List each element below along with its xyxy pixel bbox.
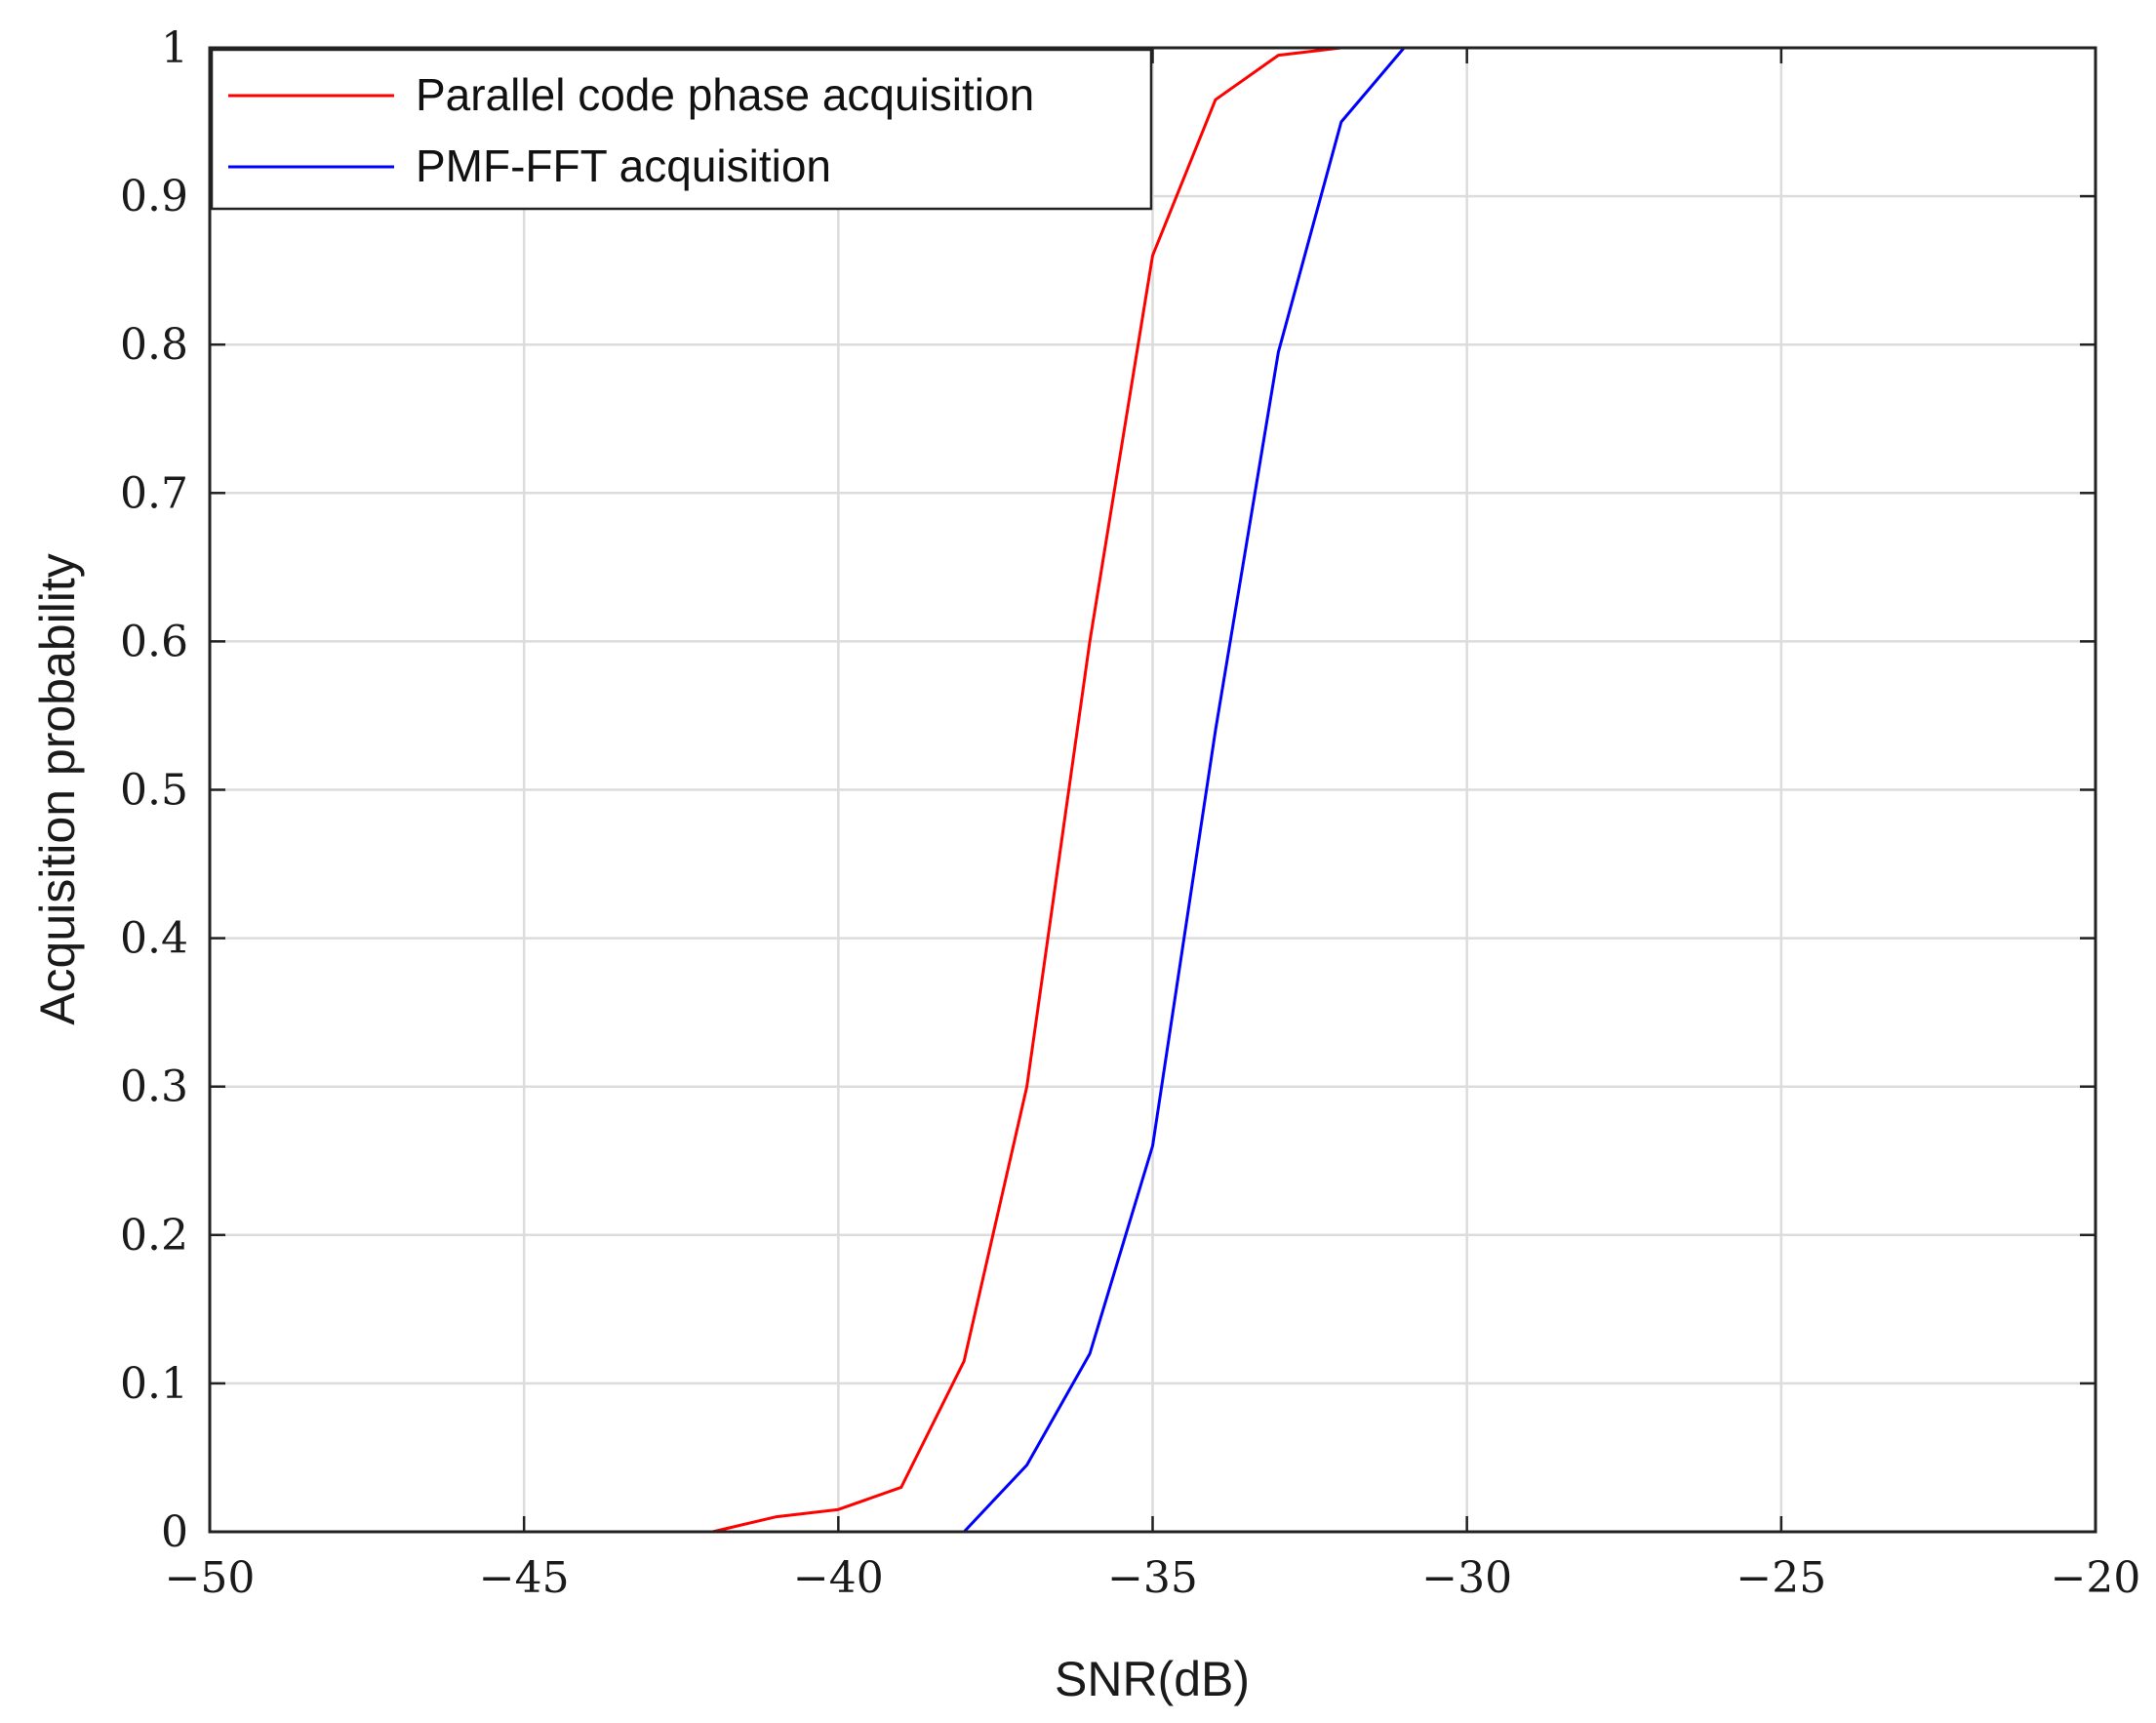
y-tick-label: 0.8: [120, 320, 188, 370]
y-tick-label: 0.2: [120, 1211, 188, 1261]
legend-label-pmf-fft: PMF-FFT acquisition: [416, 140, 831, 191]
y-tick-labels: 0 0.1 0.2 0.3 0.4 0.5 0.6 0.7 0.8 0.9 1: [120, 23, 188, 1557]
x-tick-labels: −50 −45 −40 −35 −30 −25 −20: [165, 1553, 2141, 1603]
x-tick-label: −20: [2051, 1553, 2141, 1603]
y-tick-label: 0.4: [120, 914, 188, 964]
x-axis-label: SNR(dB): [1055, 1652, 1250, 1706]
x-tick-label: −50: [165, 1553, 256, 1603]
x-tick-label: −35: [1107, 1553, 1198, 1603]
x-tick-label: −30: [1421, 1553, 1512, 1603]
y-tick-label: 0.3: [120, 1062, 188, 1112]
grid: [210, 48, 2096, 1532]
y-tick-label: 0.1: [120, 1359, 188, 1409]
legend: Parallel code phase acquisition PMF-FFT …: [210, 48, 1153, 211]
y-tick-label: 1: [161, 23, 188, 73]
x-tick-label: −45: [479, 1553, 570, 1603]
y-axis-label: Acquisition probability: [30, 553, 85, 1025]
y-tick-label: 0.9: [120, 172, 188, 221]
legend-label-parallel-code-phase: Parallel code phase acquisition: [416, 69, 1034, 120]
y-tick-label: 0.6: [120, 617, 188, 666]
y-tick-label: 0: [161, 1507, 188, 1557]
x-tick-label: −25: [1736, 1553, 1826, 1603]
x-tick-label: −40: [793, 1553, 884, 1603]
legend-box: [210, 48, 1153, 211]
y-tick-label: 0.5: [120, 766, 188, 816]
y-tick-label: 0.7: [120, 468, 188, 518]
